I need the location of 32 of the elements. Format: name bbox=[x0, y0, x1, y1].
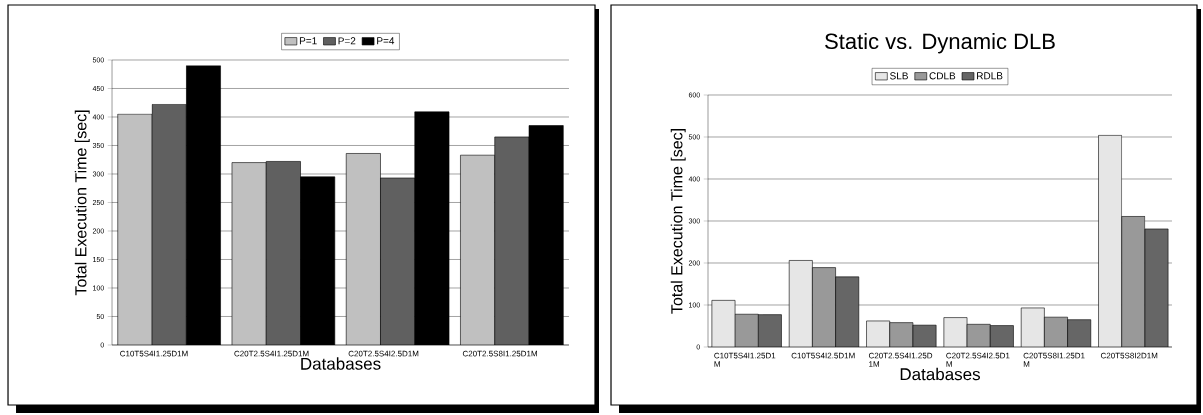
x-tick-label: C20T5S8I1.25D1M bbox=[1023, 352, 1085, 367]
legend-label: SLB bbox=[890, 72, 908, 80]
x-tick-label: C20T5S8I2D1M bbox=[1100, 352, 1158, 359]
chart-title: Static vs. Dynamic DLB bbox=[825, 32, 1055, 54]
x-tick-label: C20T2.5S4I2.5D1M bbox=[946, 352, 1010, 367]
legend-label: P=4 bbox=[377, 37, 395, 45]
x-axis-title: Databases bbox=[900, 367, 981, 381]
bar bbox=[1021, 307, 1045, 347]
bar bbox=[1067, 319, 1091, 347]
x-tick-label: C20T2.5S4I1.25D1M bbox=[868, 352, 933, 367]
bar bbox=[460, 154, 496, 345]
bar bbox=[231, 162, 267, 345]
legend-label: P=2 bbox=[338, 37, 356, 45]
bar bbox=[1098, 135, 1123, 347]
bar bbox=[117, 114, 152, 345]
x-tick-label: C20T2.5S4I2.5D1M bbox=[348, 350, 419, 357]
x-tick-label: C10T5S4I2.5D1M bbox=[791, 352, 855, 359]
y-axis-title: Total Execution Time [sec] bbox=[74, 110, 90, 296]
x-axis-title: Databases bbox=[301, 357, 381, 370]
bar bbox=[380, 177, 415, 345]
legend-label: CDLB bbox=[929, 72, 956, 80]
bar bbox=[758, 314, 782, 347]
x-tick-label: C10T5S4I1.25D1M bbox=[120, 350, 188, 357]
x-tick-label: C20T2.5S8I1.25D1M bbox=[462, 350, 537, 357]
x-tick-label: C10T5S4I1.25D1M bbox=[714, 352, 776, 367]
legend-label: P=1 bbox=[299, 37, 317, 45]
bar bbox=[152, 104, 187, 345]
y-axis-title: Total Execution Time [sec] bbox=[670, 129, 686, 314]
x-tick-label: C20T2.5S4I1.25D1M bbox=[234, 350, 309, 357]
legend-label: RDLB bbox=[977, 72, 1003, 80]
bar bbox=[346, 153, 381, 345]
bar bbox=[789, 260, 813, 347]
